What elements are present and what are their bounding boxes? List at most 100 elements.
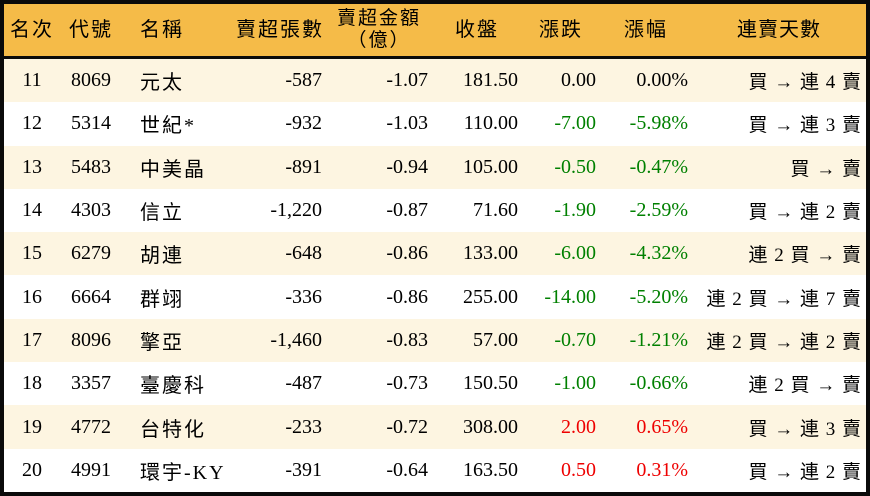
code-cell: 5483	[71, 155, 111, 178]
sell-volume-cell: -648	[285, 242, 322, 265]
col-header-sell-amount: 賣超金額 （億）	[336, 8, 421, 51]
sell-amount-cell: -0.64	[386, 458, 428, 481]
col-header-close: 收盤	[455, 18, 499, 41]
close-cell: 57.00	[473, 328, 518, 351]
name-cell: 群翊	[140, 288, 184, 311]
change-pct-cell: 0.65%	[636, 415, 688, 438]
change-cell: -0.50	[554, 155, 596, 178]
streak-cell: 買 → 連 2 賣	[748, 461, 862, 483]
table-row: 16 6664 群翊 -336 -0.86 255.00 -14.00 -5.2…	[4, 275, 866, 319]
col-header-rank: 名次	[10, 18, 54, 41]
streak-cell: 買 → 連 4 賣	[748, 72, 862, 94]
rank-cell: 12	[22, 112, 42, 135]
table-row: 19 4772 台特化 -233 -0.72 308.00 2.00 0.65%…	[4, 405, 866, 449]
streak-cell: 買 → 連 3 賣	[748, 418, 862, 440]
change-cell: 0.50	[561, 458, 596, 481]
sell-volume-cell: -1,460	[270, 328, 322, 351]
col-header-code: 代號	[69, 18, 113, 41]
col-header-change-pct: 漲幅	[624, 18, 668, 41]
table-row: 14 4303 信立 -1,220 -0.87 71.60 -1.90 -2.5…	[4, 188, 866, 233]
change-pct-cell: -5.20%	[629, 285, 688, 308]
rank-cell: 18	[22, 372, 42, 395]
code-cell: 4772	[71, 415, 111, 438]
change-cell: -1.00	[554, 372, 596, 395]
col-header-streak: 連賣天數	[737, 18, 821, 41]
table-row: 13 5483 中美晶 -891 -0.94 105.00 -0.50 -0.4…	[4, 145, 866, 189]
sell-volume-cell: -932	[285, 112, 322, 135]
sell-amount-cell: -0.72	[386, 415, 428, 438]
name-cell: 胡連	[140, 245, 184, 268]
rank-cell: 13	[22, 155, 42, 178]
table-body: 11 8069 元太 -587 -1.07 181.50 0.00 0.00% …	[4, 59, 866, 492]
sell-volume-cell: -336	[285, 285, 322, 308]
code-cell: 4303	[71, 199, 111, 222]
rank-cell: 19	[22, 415, 42, 438]
close-cell: 105.00	[463, 155, 518, 178]
sell-volume-cell: -233	[285, 415, 322, 438]
sell-volume-cell: -391	[285, 458, 322, 481]
sell-amount-cell: -0.94	[386, 155, 428, 178]
sell-volume-cell: -1,220	[270, 199, 322, 222]
table-row: 20 4991 環宇-KY -391 -0.64 163.50 0.50 0.3…	[4, 448, 866, 492]
sell-volume-cell: -587	[285, 69, 322, 92]
sell-amount-cell: -0.86	[386, 242, 428, 265]
close-cell: 181.50	[463, 69, 518, 92]
table-row: 11 8069 元太 -587 -1.07 181.50 0.00 0.00% …	[4, 59, 866, 103]
change-cell: -14.00	[544, 285, 596, 308]
streak-cell: 買 → 連 3 賣	[748, 115, 862, 137]
change-pct-cell: -4.32%	[629, 242, 688, 265]
name-cell: 世紀*	[140, 115, 196, 138]
rank-cell: 11	[22, 69, 42, 92]
close-cell: 133.00	[463, 242, 518, 265]
sell-amount-cell: -0.73	[386, 372, 428, 395]
table-row: 15 6279 胡連 -648 -0.86 133.00 -6.00 -4.32…	[4, 232, 866, 276]
change-cell: 2.00	[561, 415, 596, 438]
close-cell: 163.50	[463, 458, 518, 481]
name-cell: 擎亞	[140, 331, 184, 354]
streak-cell: 連 2 買 → 連 2 賣	[706, 331, 862, 353]
name-cell: 信立	[140, 202, 184, 225]
code-cell: 6279	[71, 242, 111, 265]
rank-cell: 15	[22, 242, 42, 265]
change-pct-cell: -1.21%	[629, 328, 688, 351]
streak-cell: 買 → 連 2 賣	[748, 202, 862, 224]
col-header-sell-volume: 賣超張數	[236, 18, 324, 41]
table-header-row: 名次 代號 名稱 賣超張數 賣超金額 （億） 收盤 漲跌 漲幅 連賣天數	[4, 4, 866, 59]
rank-cell: 17	[22, 328, 42, 351]
change-pct-cell: -0.47%	[629, 155, 688, 178]
streak-cell: 連 2 買 → 賣	[748, 245, 862, 267]
code-cell: 6664	[71, 285, 111, 308]
close-cell: 110.00	[463, 112, 518, 135]
sell-volume-cell: -891	[285, 155, 322, 178]
sell-amount-cell: -0.83	[386, 328, 428, 351]
col-header-change: 漲跌	[539, 18, 583, 41]
change-cell: 0.00	[561, 69, 596, 92]
code-cell: 5314	[71, 112, 111, 135]
streak-cell: 買 → 賣	[790, 158, 862, 180]
change-cell: -0.70	[554, 328, 596, 351]
table-row: 12 5314 世紀* -932 -1.03 110.00 -7.00 -5.9…	[4, 102, 866, 146]
change-cell: -1.90	[554, 199, 596, 222]
sell-volume-cell: -487	[285, 372, 322, 395]
close-cell: 308.00	[463, 415, 518, 438]
code-cell: 8069	[71, 69, 111, 92]
code-cell: 4991	[71, 458, 111, 481]
sell-amount-cell: -1.07	[386, 69, 428, 92]
change-cell: -7.00	[554, 112, 596, 135]
rank-cell: 16	[22, 285, 42, 308]
close-cell: 150.50	[463, 372, 518, 395]
code-cell: 8096	[71, 328, 111, 351]
change-pct-cell: 0.31%	[636, 458, 688, 481]
table-row: 18 3357 臺慶科 -487 -0.73 150.50 -1.00 -0.6…	[4, 362, 866, 406]
change-pct-cell: 0.00%	[636, 69, 688, 92]
col-header-name: 名稱	[140, 18, 184, 41]
change-pct-cell: -2.59%	[629, 199, 688, 222]
streak-cell: 連 2 買 → 連 7 賣	[706, 288, 862, 310]
streak-cell: 連 2 買 → 賣	[748, 375, 862, 397]
sell-amount-cell: -0.87	[386, 199, 428, 222]
name-cell: 環宇-KY	[140, 461, 226, 484]
change-pct-cell: -0.66%	[629, 372, 688, 395]
name-cell: 臺慶科	[140, 375, 206, 398]
rank-cell: 14	[22, 199, 42, 222]
